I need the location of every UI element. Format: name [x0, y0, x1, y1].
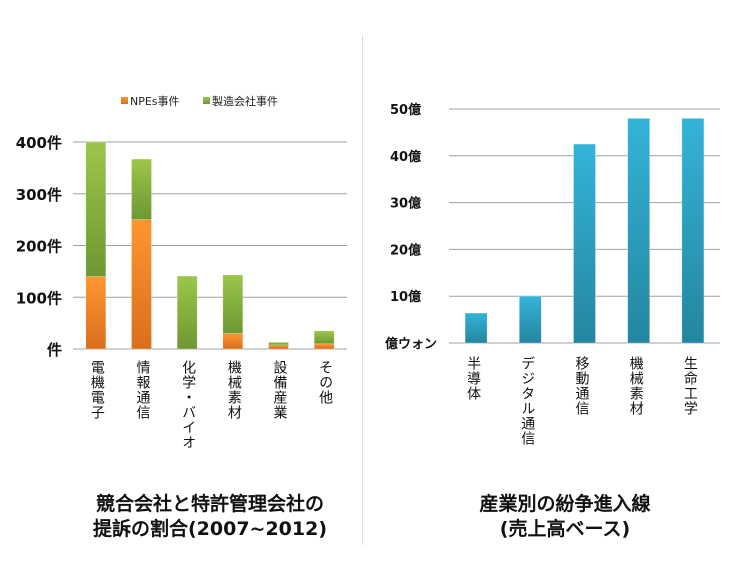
bar: [681, 118, 705, 344]
x-tick-label: 移動通信: [574, 356, 590, 416]
legend-label: NPEs事件: [130, 95, 180, 108]
right-title-line-1: 産業別の紛争進入線: [479, 493, 651, 515]
x-tick-label: 設備産業: [272, 360, 288, 420]
x-tick-label: 半導体: [465, 356, 481, 401]
y-tick-label: 10億: [390, 289, 421, 305]
bar: [573, 143, 596, 344]
y-tick-label: 200件: [16, 238, 62, 256]
y-tick-label: 400件: [16, 134, 62, 152]
right-title-line-2: (売上高ベース): [499, 518, 631, 540]
x-tick-label: 電機電子: [89, 360, 105, 420]
bar-segment-manufacturer: [176, 275, 198, 350]
bar: [627, 118, 650, 344]
panel-divider: [362, 35, 363, 545]
bar-segment-manufacturer: [85, 141, 107, 277]
legend-swatch: [121, 97, 128, 104]
bar-segment-npe: [313, 343, 335, 350]
x-tick-label: デジタル通信: [519, 356, 535, 446]
y-tick-label: 億ウォン: [385, 336, 437, 352]
bar-segment-manufacturer: [313, 330, 335, 345]
y-tick-label: 件: [47, 341, 62, 359]
y-tick-label: 100件: [16, 289, 62, 307]
x-tick-label: 化学・バイオ: [180, 360, 196, 450]
bar: [464, 312, 488, 344]
y-tick-label: 20億: [390, 242, 421, 258]
left-title-line-1: 競合会社と特許管理会社の: [95, 493, 324, 515]
x-tick-label: その他: [317, 360, 333, 405]
bar-segment-npe: [222, 333, 244, 350]
y-tick-label: 300件: [16, 186, 62, 204]
bar-segment-npe: [131, 219, 152, 350]
x-tick-label: 機械素材: [226, 360, 242, 420]
x-tick-label: 生命工学: [682, 356, 698, 416]
legend-label: 製造会社事件: [212, 94, 278, 108]
bar: [519, 295, 542, 344]
bar-segment-npe: [268, 344, 289, 350]
bar-segment-manufacturer: [131, 158, 152, 220]
x-tick-label: 機械素材: [628, 356, 644, 416]
left-chart-title: 競合会社と特許管理会社の 提訴の割合(2007~2012): [40, 492, 380, 542]
bar-segment-npe: [85, 276, 107, 350]
right-chart-title: 産業別の紛争進入線 (売上高ベース): [400, 492, 730, 542]
y-tick-label: 40億: [390, 149, 421, 165]
legend-swatch: [203, 97, 210, 104]
y-tick-label: 50億: [390, 102, 421, 118]
y-tick-label: 30億: [390, 196, 421, 212]
bar-segment-manufacturer: [222, 274, 244, 334]
left-title-line-2: 提訴の割合(2007~2012): [92, 518, 328, 540]
x-tick-label: 情報通信: [135, 360, 151, 420]
bar-segment-manufacturer: [268, 342, 289, 346]
